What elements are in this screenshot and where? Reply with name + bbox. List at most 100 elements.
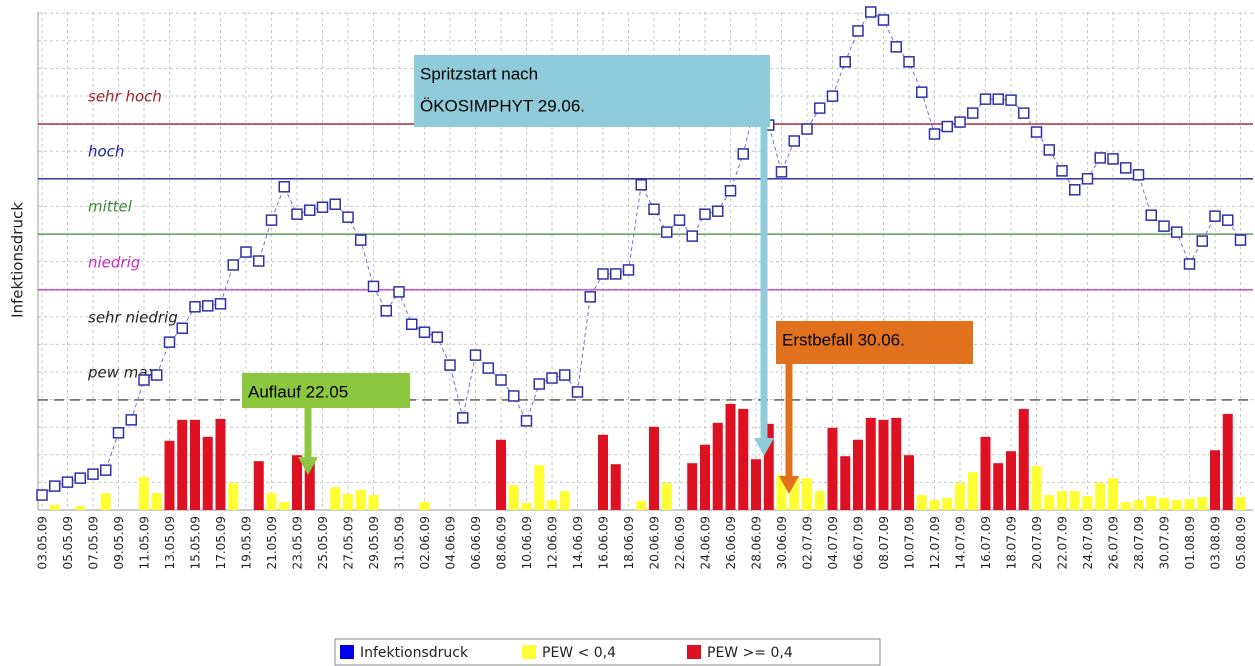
bar — [253, 461, 264, 510]
x-tick-label: 06.06.09 — [469, 516, 483, 569]
bar — [151, 493, 162, 510]
marker — [699, 208, 711, 220]
marker — [1171, 226, 1183, 238]
x-tick-label: 02.06.09 — [418, 516, 432, 569]
bar — [164, 440, 175, 510]
bar — [598, 434, 608, 510]
annotation-arrow — [785, 364, 793, 478]
marker — [814, 102, 826, 114]
x-tick-label: 21.05.09 — [265, 516, 279, 569]
bar — [521, 503, 532, 510]
annotation-text: Auflauf 22.05 — [248, 382, 348, 401]
annotation-arrowhead — [779, 476, 799, 494]
bar — [49, 505, 60, 510]
marker — [916, 86, 928, 98]
marker — [903, 56, 915, 68]
band-label: mittel — [88, 198, 133, 216]
marker — [304, 204, 316, 216]
marker — [1081, 173, 1094, 185]
x-tick-label: 03.05.09 — [36, 516, 50, 569]
bar — [751, 459, 761, 510]
annotation-arrowhead — [754, 438, 774, 456]
annotation-arrowhead — [298, 457, 318, 475]
x-tick-label: 04.06.09 — [444, 516, 458, 569]
bar — [814, 491, 825, 510]
marker — [457, 412, 469, 424]
marker — [444, 359, 456, 371]
marker — [610, 268, 622, 280]
marker — [1158, 220, 1170, 232]
marker — [202, 300, 214, 312]
bar — [190, 419, 200, 510]
legend-swatch — [522, 645, 536, 659]
bar — [725, 403, 736, 510]
bar — [878, 419, 889, 510]
bar — [738, 408, 749, 510]
x-tick-label: 05.05.09 — [61, 516, 75, 569]
band-label: hoch — [88, 142, 124, 160]
bar — [916, 495, 927, 510]
marker — [1069, 184, 1081, 196]
band-label: sehr niedrig — [88, 308, 178, 326]
marker — [495, 374, 507, 386]
marker — [1018, 107, 1030, 119]
x-tick-label: 14.07.09 — [954, 516, 968, 569]
x-tick-label: 15.05.09 — [189, 516, 203, 569]
marker — [520, 415, 533, 427]
marker — [788, 135, 800, 147]
bar — [304, 457, 315, 510]
marker — [176, 322, 188, 334]
bar — [343, 494, 353, 510]
bar — [993, 463, 1004, 510]
x-tick-label: 24.07.09 — [1081, 516, 1095, 569]
marker — [367, 280, 380, 293]
annotation-text: Erstbefall 30.06. — [782, 330, 905, 349]
marker — [163, 336, 176, 348]
marker — [138, 374, 150, 386]
bar — [1069, 491, 1080, 510]
marker — [584, 291, 596, 303]
bar — [419, 502, 430, 510]
bar — [763, 423, 774, 510]
marker — [712, 205, 724, 217]
bar — [534, 465, 545, 510]
legend-box — [334, 638, 881, 666]
annotation-arrow — [760, 127, 768, 440]
bar — [1146, 496, 1157, 510]
x-tick-label: 03.08.09 — [1209, 516, 1223, 569]
bar — [661, 483, 672, 510]
marker — [954, 116, 966, 128]
marker — [1183, 258, 1196, 270]
x-tick-label: 02.07.09 — [801, 516, 815, 569]
bar — [789, 477, 800, 510]
bar — [1031, 466, 1042, 510]
bar — [139, 477, 149, 510]
marker — [278, 181, 290, 193]
marker — [227, 259, 239, 271]
x-tick-label: 19.05.09 — [240, 516, 254, 569]
bar — [279, 502, 290, 510]
bar — [1044, 495, 1055, 510]
marker — [100, 464, 112, 476]
bar — [967, 472, 978, 510]
x-tick-label: 06.07.09 — [852, 516, 866, 569]
legend-swatch — [340, 645, 354, 659]
marker — [1030, 126, 1043, 138]
marker — [355, 234, 367, 246]
bar — [1095, 483, 1106, 510]
annotation-text: Spritzstart nach — [420, 64, 538, 83]
marker — [635, 179, 647, 191]
marker — [775, 166, 788, 178]
bar — [75, 506, 86, 510]
x-tick-label: 22.07.09 — [1056, 516, 1070, 569]
bar — [202, 436, 213, 510]
bar — [776, 475, 787, 510]
marker — [508, 390, 520, 402]
bar — [700, 444, 710, 510]
bar — [496, 439, 506, 510]
marker — [801, 123, 813, 135]
marker — [673, 214, 686, 226]
x-tick-label: 30.07.09 — [1158, 516, 1172, 569]
marker — [61, 476, 74, 488]
bar — [802, 478, 812, 510]
